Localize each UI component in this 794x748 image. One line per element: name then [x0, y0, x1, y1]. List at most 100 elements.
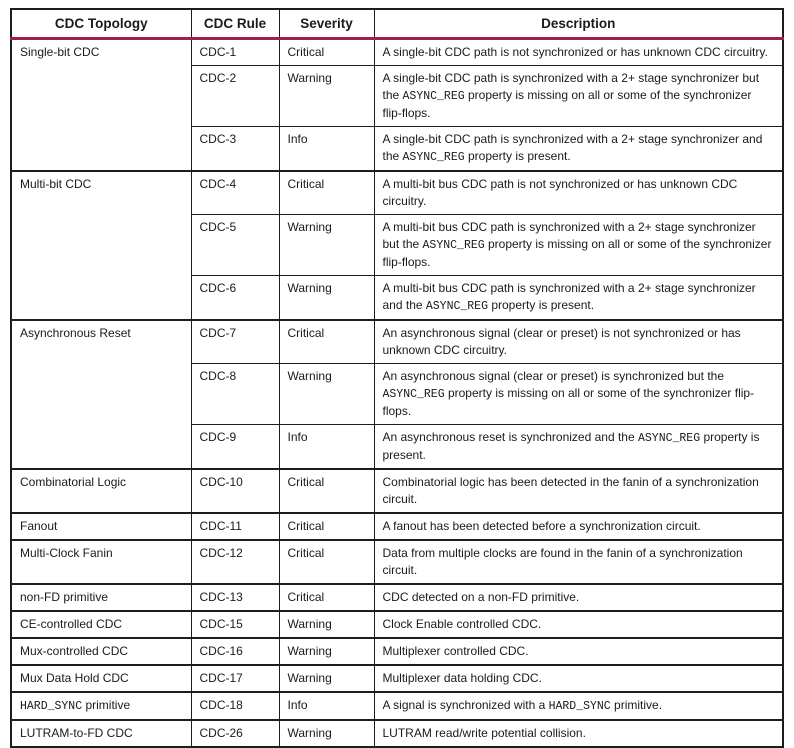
inline-code: ASYNC_REG	[402, 151, 465, 164]
rule-cell: CDC-11	[190, 512, 280, 541]
inline-code: HARD_SYNC	[548, 700, 611, 713]
topology-cell: Multi-bit CDC	[10, 170, 192, 321]
table-body: Single-bit CDC CDC-1 Critical A single-bit …	[10, 37, 784, 748]
topology-cell: CE-controlled CDC	[10, 610, 192, 639]
description-cell: A single-bit CDC path is synchronized wi…	[373, 126, 784, 172]
severity-cell: Critical	[278, 539, 375, 585]
inline-code: HARD_SYNC	[20, 700, 83, 713]
text-segment: LUTRAM read/write potential collision.	[382, 726, 586, 740]
severity-cell: Critical	[278, 583, 375, 612]
description-cell: A signal is synchronized with a HARD_SYN…	[373, 691, 784, 721]
rule-cell: CDC-10	[190, 468, 280, 514]
table-row: Asynchronous Reset CDC-7 Critical An asynch…	[10, 319, 784, 470]
text-segment: Multi-Clock Fanin	[20, 546, 113, 560]
text-segment: Single-bit CDC	[20, 45, 100, 59]
inline-code: ASYNC_REG	[637, 432, 701, 445]
topology-cell: HARD_SYNC primitive	[10, 691, 192, 721]
description-cell: An asynchronous signal (clear or preset)…	[373, 319, 784, 364]
table-row: Fanout CDC-11 Critical A fanout has been de…	[10, 512, 784, 541]
severity-cell: Warning	[278, 65, 375, 127]
severity-cell: Warning	[278, 363, 375, 425]
text-segment: An asynchronous reset is synchronized an…	[382, 430, 638, 444]
severity-cell: Warning	[278, 664, 375, 693]
description-cell: Multiplexer data holding CDC.	[373, 664, 784, 693]
description-cell: A multi-bit bus CDC path is synchronized…	[373, 214, 784, 276]
rule-cell: CDC-26	[190, 719, 280, 748]
severity-cell: Warning	[278, 637, 375, 666]
description-cell: Multiplexer controlled CDC.	[373, 637, 784, 666]
rule-cell: CDC-16	[190, 637, 280, 666]
text-segment: property is missing on all or some of th…	[382, 237, 772, 269]
rule-cell: CDC-9	[190, 424, 280, 470]
text-segment: property is missing on all or some of th…	[382, 88, 752, 120]
description-cell: A single-bit CDC path is not synchronize…	[373, 37, 784, 66]
inline-code: ASYNC_REG	[402, 90, 465, 103]
text-segment: non-FD primitive	[20, 590, 109, 604]
topology-cell: Multi-Clock Fanin	[10, 539, 192, 585]
description-cell: LUTRAM read/write potential collision.	[373, 719, 784, 748]
text-segment: A single-bit CDC path is not synchronize…	[382, 45, 768, 59]
text-segment: A multi-bit bus CDC path is synchronized…	[382, 281, 756, 312]
severity-cell: Info	[278, 126, 375, 172]
severity-cell: Warning	[278, 719, 375, 748]
text-segment: LUTRAM-to-FD CDC	[20, 726, 133, 740]
description-cell: A fanout has been detected before a sync…	[373, 512, 784, 541]
table-row: HARD_SYNC primitive CDC-18 Info A signal is…	[10, 691, 784, 721]
topology-cell: Mux Data Hold CDC	[10, 664, 192, 693]
topology-cell: Mux-controlled CDC	[10, 637, 192, 666]
cdc-rules-table: CDC Topology CDC Rule Severity Description …	[10, 8, 784, 748]
description-cell: A multi-bit bus CDC path is not synchron…	[373, 170, 784, 215]
topology-cell: Single-bit CDC	[10, 37, 192, 172]
inline-code: ASYNC_REG	[422, 239, 485, 252]
description-cell: Clock Enable controlled CDC.	[373, 610, 784, 639]
text-segment: A multi-bit bus CDC path is synchronized…	[382, 220, 756, 251]
description-cell: An asynchronous reset is synchronized an…	[373, 424, 784, 470]
table-row: Mux-controlled CDC CDC-16 Warning Multiplex…	[10, 637, 784, 666]
rule-cell: CDC-13	[190, 583, 280, 612]
table-row: CDC-2 Warning A single-bit CDC path is syn…	[11, 65, 784, 127]
text-segment: property is missing on all or some of th…	[382, 386, 755, 418]
text-segment: Combinatorial logic has been detected in…	[382, 475, 759, 506]
text-segment: Asynchronous Reset	[20, 326, 131, 340]
inline-code: ASYNC_REG	[382, 388, 445, 401]
table-row: Combinatorial Logic CDC-10 Critical Combina…	[10, 468, 784, 514]
rule-cell: CDC-17	[190, 664, 280, 693]
text-segment: A single-bit CDC path is synchronized wi…	[382, 71, 760, 102]
severity-cell: Critical	[278, 170, 375, 215]
column-header-1: CDC Rule	[190, 8, 280, 40]
severity-cell: Warning	[278, 214, 375, 276]
text-segment: A signal is synchronized with a	[382, 698, 549, 712]
rule-cell: CDC-15	[190, 610, 280, 639]
severity-cell: Critical	[278, 319, 375, 364]
table-row: CE-controlled CDC CDC-15 Warning Clock Enab…	[10, 610, 784, 639]
text-segment: Clock Enable controlled CDC.	[382, 617, 542, 631]
rule-cell: CDC-4	[190, 170, 280, 215]
text-segment: Mux Data Hold CDC	[20, 671, 129, 685]
text-segment: A single-bit CDC path is synchronized wi…	[382, 132, 763, 163]
rule-cell: CDC-18	[190, 691, 280, 721]
text-segment: property is present.	[464, 149, 571, 163]
text-segment: Multiplexer data holding CDC.	[382, 671, 542, 685]
table-row: LUTRAM-to-FD CDC CDC-26 Warning LUTRAM read…	[10, 719, 784, 748]
rule-cell: CDC-3	[190, 126, 280, 172]
text-segment: Multi-bit CDC	[20, 177, 92, 191]
topology-cell: Asynchronous Reset	[10, 319, 192, 470]
severity-cell: Warning	[278, 275, 375, 321]
text-segment: CDC detected on a non-FD primitive.	[382, 590, 580, 604]
cdc-rules-table-container: CDC Topology CDC Rule Severity Description …	[10, 8, 784, 748]
topology-cell: non-FD primitive	[10, 583, 192, 612]
inline-code: ASYNC_REG	[425, 300, 488, 313]
severity-cell: Critical	[278, 37, 375, 66]
severity-cell: Critical	[278, 468, 375, 514]
description-cell: A multi-bit bus CDC path is synchronized…	[373, 275, 784, 321]
column-header-0: CDC Topology	[10, 8, 192, 40]
rule-cell: CDC-1	[190, 37, 280, 66]
rule-cell: CDC-8	[190, 363, 280, 425]
text-segment: CE-controlled CDC	[20, 617, 123, 631]
topology-cell: LUTRAM-to-FD CDC	[10, 719, 192, 748]
text-segment: Data from multiple clocks are found in t…	[382, 546, 743, 577]
header-row: CDC Topology CDC Rule Severity Description	[10, 8, 784, 40]
table-row: Multi-bit CDC CDC-4 Critical A multi-bit bu…	[10, 170, 784, 321]
text-segment: An asynchronous signal (clear or preset)…	[382, 369, 725, 383]
description-cell: CDC detected on a non-FD primitive.	[373, 583, 784, 612]
